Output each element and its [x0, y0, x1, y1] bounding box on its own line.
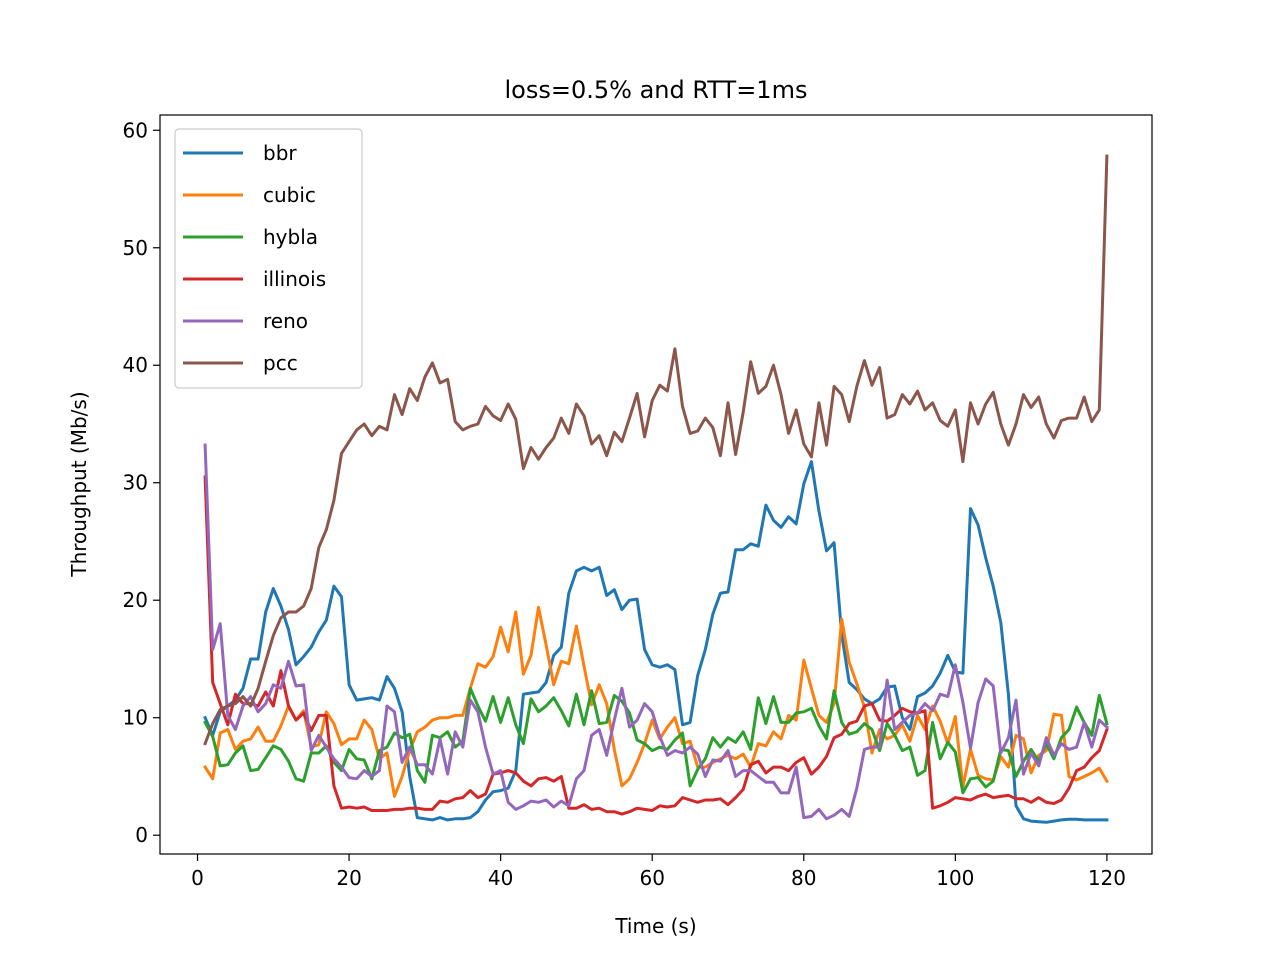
series-line-illinois — [203, 475, 1109, 816]
series-line-cubic — [203, 605, 1109, 798]
x-tick-label: 60 — [639, 866, 664, 890]
x-tick-label: 120 — [1088, 866, 1126, 890]
y-tick-label: 50 — [123, 236, 148, 260]
y-tick-label: 20 — [123, 588, 148, 612]
x-axis-ticks: 0 20 40 60 80 100 120 — [191, 854, 1126, 890]
legend-label-hybla: hybla — [263, 225, 318, 249]
series-layer — [203, 154, 1110, 824]
chart-title: loss=0.5% and RTT=1ms — [505, 76, 808, 104]
y-tick-label: 0 — [135, 823, 148, 847]
y-tick-label: 40 — [123, 353, 148, 377]
x-tick-label: 20 — [336, 866, 361, 890]
y-axis-label: Throughput (Mb/s) — [67, 391, 91, 577]
axes-frame — [159, 114, 1153, 855]
legend-label-reno: reno — [263, 309, 308, 333]
legend-label-illinois: illinois — [263, 267, 326, 291]
series-line-pcc — [203, 154, 1109, 746]
x-tick-label: 0 — [191, 866, 204, 890]
legend-label-pcc: pcc — [263, 351, 298, 375]
plot-area: 0 20 40 60 80 100 120 0 10 20 30 40 50 60 — [123, 114, 1153, 890]
y-tick-label: 60 — [123, 118, 148, 142]
series-line-reno — [203, 443, 1110, 821]
y-axis-ticks: 0 10 20 30 40 50 60 — [123, 118, 160, 847]
legend-box — [174, 128, 363, 389]
x-tick-label: 40 — [488, 866, 513, 890]
legend-label-cubic: cubic — [263, 183, 316, 207]
y-tick-label: 30 — [123, 471, 148, 495]
x-tick-label: 80 — [791, 866, 816, 890]
legend: bbr cubic hybla illinois reno pcc — [174, 128, 363, 389]
x-tick-label: 100 — [936, 866, 974, 890]
legend-label-bbr: bbr — [263, 141, 297, 165]
x-axis-label: Time (s) — [614, 914, 696, 938]
series-line-hybla — [203, 686, 1109, 795]
y-tick-label: 10 — [123, 706, 148, 730]
